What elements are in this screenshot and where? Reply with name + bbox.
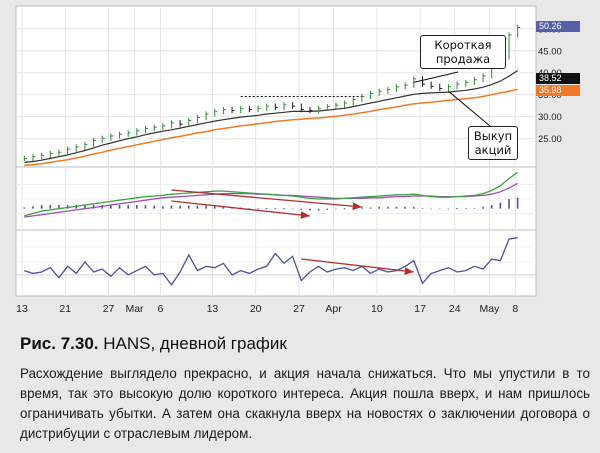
x-tick-label: 27: [293, 303, 305, 315]
divergence-arrow: [171, 200, 311, 219]
series-line-macd: [24, 171, 519, 217]
price-tag-last: 50.26: [536, 21, 580, 32]
series-line-force: [24, 237, 518, 287]
divergence-arrow: [171, 189, 362, 211]
x-tick-label: Apr: [325, 303, 342, 315]
x-tick-label: 8: [512, 303, 518, 315]
chart-figure: 132127Mar6132027Apr101724May850.0045.004…: [8, 0, 598, 325]
series-line-fast-ema: [24, 69, 519, 163]
x-tick-label: 21: [59, 303, 71, 315]
price-tag-fast-ema-label: 38.52: [539, 73, 562, 83]
short-sale-pointer: [413, 71, 459, 83]
caption-text: Расхождение выглядело прекрасно, и акция…: [20, 366, 590, 441]
figure-number: Рис. 7.30.: [20, 334, 99, 353]
price-tag-fast-ema: 38.52: [536, 73, 580, 84]
divergence-arrow: [301, 258, 414, 275]
price-tag-slow-ema: 35.98: [536, 85, 580, 96]
x-tick-label: 24: [449, 303, 461, 315]
x-tick-label: Mar: [125, 303, 144, 315]
short-sale-annotation: Короткая продажа: [420, 35, 506, 69]
buy-back-label: Выкуп акций: [473, 129, 513, 157]
series-line-slow-ema: [24, 88, 518, 167]
buy-back-pointer: [448, 90, 491, 127]
x-tick-label: 10: [371, 303, 383, 315]
x-tick-label: 17: [414, 303, 426, 315]
chart-svg: 132127Mar6132027Apr101724May850.0045.004…: [15, 5, 562, 315]
x-tick-label: 13: [207, 303, 219, 315]
price-tag-last-label: 50.26: [539, 21, 562, 31]
short-sale-label: Короткая продажа: [434, 38, 492, 66]
buy-back-annotation: Выкуп акций: [468, 126, 518, 160]
y-tick-label: 30.00: [538, 112, 562, 123]
x-tick-label: May: [479, 303, 500, 315]
x-tick-label: 13: [16, 303, 28, 315]
caption-title: Рис. 7.30. HANS, дневной график: [20, 334, 590, 354]
x-tick-label: 6: [158, 303, 164, 315]
figure-title: HANS, дневной график: [103, 334, 287, 353]
price-tag-slow-ema-label: 35.98: [539, 85, 562, 95]
x-tick-label: 20: [250, 303, 262, 315]
x-tick-label: 27: [103, 303, 115, 315]
figure-caption: Рис. 7.30. HANS, дневной график Расхожде…: [20, 334, 590, 444]
y-tick-label: 25.00: [538, 134, 562, 145]
y-tick-label: 45.00: [538, 46, 562, 57]
